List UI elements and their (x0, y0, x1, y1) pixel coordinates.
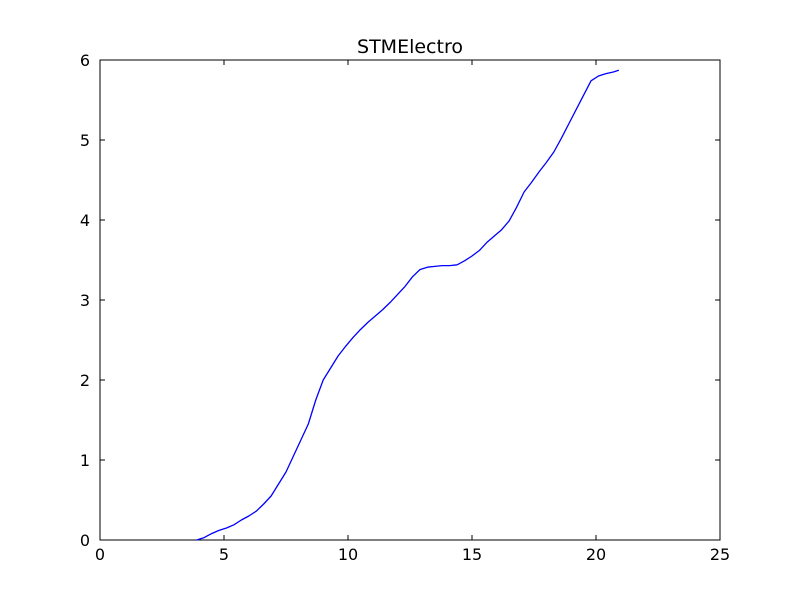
y-tick-label: 1 (80, 451, 90, 470)
x-tick-label: 20 (586, 545, 606, 564)
chart-title: STMElectro (357, 36, 463, 58)
series-layer (196, 69, 619, 541)
y-tick-label: 4 (80, 211, 90, 230)
plot-frame (99, 59, 721, 541)
axes-layer (99, 59, 721, 541)
series-line (196, 69, 619, 541)
y-tick-label: 3 (80, 291, 90, 310)
x-tick-label: 10 (338, 545, 358, 564)
x-tick-label: 0 (95, 545, 105, 564)
x-tick-label: 25 (710, 545, 730, 564)
x-tick-label: 5 (219, 545, 229, 564)
y-tick-label: 2 (80, 371, 90, 390)
y-tick-label: 0 (80, 531, 90, 550)
y-tick-label: 5 (80, 131, 90, 150)
ticks-layer: 0 5 10 15 20 25 0 1 2 3 4 5 6 (80, 51, 730, 564)
x-tick-label: 15 (462, 545, 482, 564)
y-tick-label: 6 (80, 51, 90, 70)
